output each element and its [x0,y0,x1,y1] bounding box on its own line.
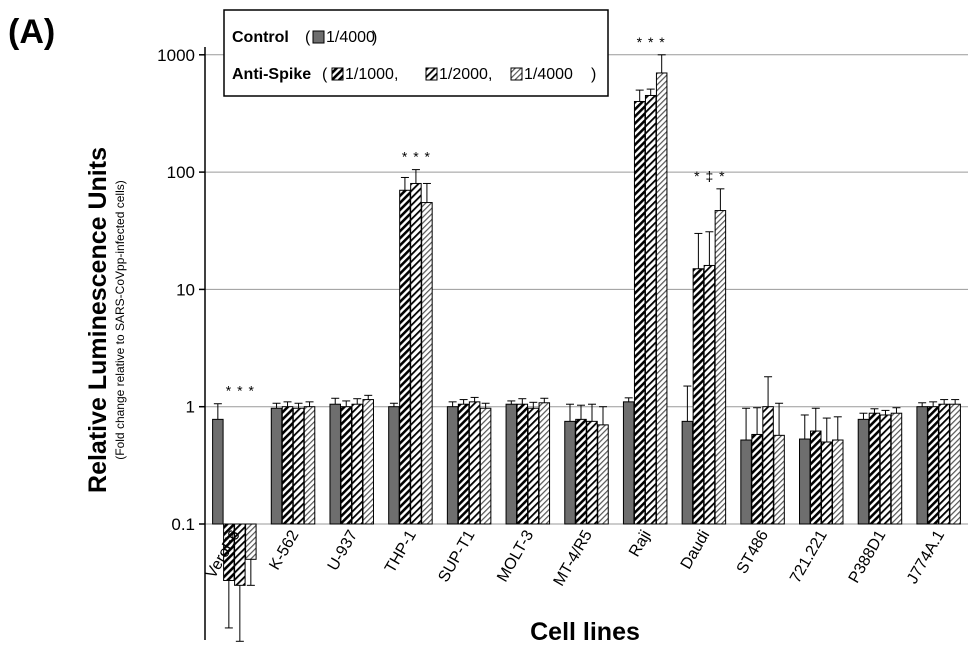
legend-box [223,9,609,97]
bar [703,264,716,525]
y-tick-label: 10 [176,280,195,299]
y-tick-label: 1 [186,398,195,417]
bar [351,403,363,525]
legend-swatch-1-2000 [425,67,438,81]
bar [633,100,646,525]
x-tick-label: ST486 [734,527,772,576]
bar [575,418,587,525]
bars [212,54,961,642]
legend-swatch-1-4000 [510,67,523,81]
bar [740,439,752,525]
bar [799,438,811,525]
significance-label: * * * [226,383,255,399]
bar [681,420,694,525]
bar [421,202,433,525]
bar [457,403,470,525]
bar [564,420,576,525]
y-tick-label: 1000 [157,46,195,65]
bar [468,401,481,525]
bar [245,523,257,560]
bar [362,399,374,525]
x-tick-label: 721.221 [787,527,831,586]
bar [527,407,540,525]
bar [655,72,668,525]
significance-label: * * * [402,149,431,165]
bar [938,403,950,525]
bar [927,406,939,525]
bar [329,403,341,525]
bar [292,407,305,525]
x-tick-label: Daudi [678,528,714,573]
x-axis-title: Cell lines [530,618,640,646]
legend-antispike-close-paren: ) [591,66,596,83]
x-tick-label: P388D1 [846,527,890,586]
bar [597,424,609,525]
bar [868,412,881,525]
bar [303,406,316,525]
bar [832,439,844,525]
bar [890,412,903,525]
legend-control-close-paren: ) [372,29,377,46]
bar [538,402,551,525]
y-axis-title: Relative Luminescence Units [84,147,112,493]
significance-label: * ‡ * [694,168,725,184]
legend-antispike-label: Anti-Spike [232,66,311,83]
bar [916,406,928,525]
bar [857,418,870,525]
legend: Control ( 1/4000 ) Anti-Spike ( 1/1000, … [223,9,609,97]
bar [399,189,411,525]
bar [270,407,283,525]
y-tick-label: 100 [167,163,195,182]
legend-swatch-control [312,30,325,44]
bar [810,430,822,525]
bar [762,406,774,525]
bar [773,434,785,525]
bar [479,407,492,525]
bar [281,406,294,525]
x-tick-label: THP-1 [382,527,420,576]
bar [644,94,657,525]
bar [410,182,422,525]
legend-control-dilution: 1/4000 [326,29,375,46]
x-tick-label: J774A.1 [904,527,948,586]
y-axis-subtitle: (Fold change relative to SARS-CoVpp-infe… [113,180,127,459]
bar [714,210,727,525]
legend-dilution-1-4000: 1/4000 [524,66,573,83]
bar [388,406,400,525]
x-tick-label: MT-4/R5 [551,527,596,589]
bar [446,406,459,525]
bar [622,401,635,525]
legend-control-open-paren: ( [305,29,311,46]
x-tick-label: Raji [626,528,655,560]
bar [212,418,224,525]
legend-antispike-open-paren: ( [322,66,328,83]
bar [586,420,598,525]
bar [516,403,529,525]
bar [879,414,892,525]
x-tick-label: SUP-T1 [435,527,478,585]
bar [692,268,705,525]
y-tick-label: 0.1 [171,515,195,534]
x-tick-label: MOLT-3 [494,527,537,585]
x-tick-label: U-937 [325,527,362,573]
legend-control-label: Control [232,29,289,46]
bar [949,403,961,525]
panel-label: (A) [8,13,55,51]
legend-dilution-1-2000: 1/2000, [439,66,492,83]
legend-swatch-1-1000 [331,67,344,81]
bar [821,441,833,525]
bar [751,433,763,525]
x-tick-label: K-562 [266,527,302,573]
legend-dilution-1-1000: 1/1000, [345,66,398,83]
bar [340,406,352,525]
bar [505,403,518,525]
significance-label: * * * [637,34,666,50]
